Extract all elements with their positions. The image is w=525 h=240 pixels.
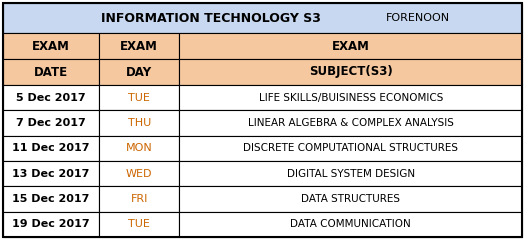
Bar bbox=[3, 110, 99, 136]
Bar bbox=[3, 212, 99, 237]
Text: EXAM: EXAM bbox=[332, 40, 370, 53]
Bar bbox=[3, 3, 522, 33]
Text: 5 Dec 2017: 5 Dec 2017 bbox=[16, 93, 86, 103]
Bar bbox=[99, 59, 180, 85]
Bar bbox=[99, 110, 180, 136]
Bar bbox=[99, 186, 180, 212]
Bar bbox=[180, 136, 522, 161]
Bar bbox=[3, 136, 99, 161]
Text: EXAM: EXAM bbox=[120, 40, 158, 53]
Bar bbox=[3, 85, 99, 110]
Text: THU: THU bbox=[128, 118, 151, 128]
Text: EXAM: EXAM bbox=[32, 40, 70, 53]
Bar bbox=[99, 212, 180, 237]
Text: LINEAR ALGEBRA & COMPLEX ANALYSIS: LINEAR ALGEBRA & COMPLEX ANALYSIS bbox=[248, 118, 454, 128]
Bar bbox=[99, 33, 180, 59]
Text: INFORMATION TECHNOLOGY S3: INFORMATION TECHNOLOGY S3 bbox=[101, 12, 321, 24]
Text: MON: MON bbox=[126, 143, 153, 153]
Bar bbox=[180, 186, 522, 212]
Bar bbox=[180, 33, 522, 59]
Text: 15 Dec 2017: 15 Dec 2017 bbox=[12, 194, 90, 204]
Text: FRI: FRI bbox=[131, 194, 148, 204]
Bar bbox=[180, 85, 522, 110]
Text: DIGITAL SYSTEM DESIGN: DIGITAL SYSTEM DESIGN bbox=[287, 169, 415, 179]
Bar bbox=[180, 212, 522, 237]
Text: WED: WED bbox=[126, 169, 152, 179]
Text: 13 Dec 2017: 13 Dec 2017 bbox=[12, 169, 90, 179]
Bar bbox=[3, 186, 99, 212]
Text: DISCRETE COMPUTATIONAL STRUCTURES: DISCRETE COMPUTATIONAL STRUCTURES bbox=[243, 143, 458, 153]
Text: DATA COMMUNICATION: DATA COMMUNICATION bbox=[290, 219, 411, 229]
Bar bbox=[3, 59, 99, 85]
Text: FORENOON: FORENOON bbox=[386, 13, 450, 23]
Bar bbox=[99, 85, 180, 110]
Text: DAY: DAY bbox=[126, 66, 152, 78]
Bar bbox=[180, 161, 522, 186]
Text: DATA STRUCTURES: DATA STRUCTURES bbox=[301, 194, 400, 204]
Bar bbox=[180, 59, 522, 85]
Bar bbox=[3, 33, 99, 59]
Text: 11 Dec 2017: 11 Dec 2017 bbox=[12, 143, 90, 153]
Text: 7 Dec 2017: 7 Dec 2017 bbox=[16, 118, 86, 128]
Text: LIFE SKILLS/BUISINESS ECONOMICS: LIFE SKILLS/BUISINESS ECONOMICS bbox=[258, 93, 443, 103]
Text: TUE: TUE bbox=[128, 219, 150, 229]
Text: SUBJECT(S3): SUBJECT(S3) bbox=[309, 66, 393, 78]
Bar bbox=[180, 110, 522, 136]
Text: 19 Dec 2017: 19 Dec 2017 bbox=[12, 219, 90, 229]
Bar bbox=[99, 136, 180, 161]
Text: DATE: DATE bbox=[34, 66, 68, 78]
Bar bbox=[99, 161, 180, 186]
Text: TUE: TUE bbox=[128, 93, 150, 103]
Bar bbox=[3, 161, 99, 186]
